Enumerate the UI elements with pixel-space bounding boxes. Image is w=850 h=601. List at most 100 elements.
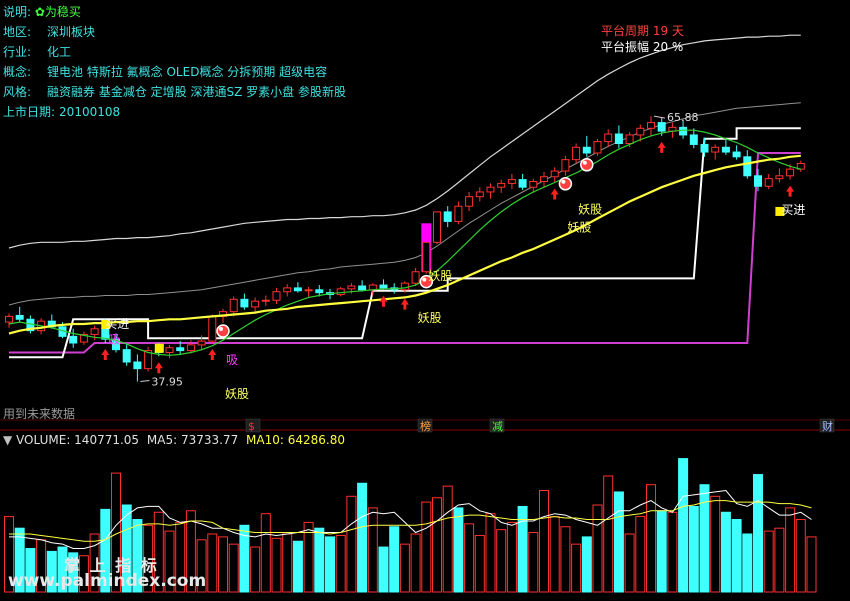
signal-ball-icon (216, 324, 230, 338)
candle (69, 335, 78, 344)
candle (689, 134, 698, 145)
volume-bar (314, 527, 325, 593)
candle (743, 156, 752, 177)
candle (90, 328, 99, 335)
platform-step-magenta (9, 152, 801, 354)
candle (304, 289, 313, 292)
signal-ball-shine (582, 160, 587, 165)
volume-bar (378, 546, 389, 593)
candle (165, 347, 174, 353)
yao-gu-label: 妖股 (567, 221, 591, 235)
candle (112, 338, 120, 351)
candle (732, 151, 741, 158)
candle (764, 178, 773, 187)
candle (186, 344, 195, 352)
volume-bar (389, 526, 400, 593)
candle (786, 168, 795, 177)
volume-bar (367, 507, 378, 593)
candle (5, 315, 13, 323)
candle (411, 271, 420, 284)
candle (700, 143, 709, 153)
volume-bar (496, 529, 507, 593)
signal-ball-shine (422, 277, 427, 282)
price-panel[interactable]: 妖股妖股妖股妖股妖股买进买进吸吸65.8837.95$ 榜减财 (0, 34, 850, 433)
candle (197, 340, 206, 346)
candle (433, 211, 441, 243)
volume-bar (710, 495, 721, 593)
xi-label: 吸 (226, 353, 238, 367)
volume-bar (185, 510, 196, 593)
volume-bar (132, 519, 143, 593)
volume-bar (699, 484, 710, 593)
candle (208, 315, 217, 342)
volume-bar (399, 543, 410, 593)
volume-bar (292, 540, 303, 593)
info-row-value: 化工 (47, 45, 72, 59)
candle (754, 175, 762, 187)
candle (251, 300, 260, 308)
volume-bar (603, 475, 614, 593)
volume-bar (581, 536, 592, 593)
info-row-key: 概念: (3, 65, 32, 79)
volume-ma5-line (9, 489, 812, 549)
candle (657, 122, 666, 132)
candle (358, 285, 367, 291)
event-marker-label: 减 (492, 420, 503, 433)
candle (721, 146, 730, 153)
volume-panel[interactable] (4, 458, 817, 593)
info-title: 说明: ✿为稳买 (3, 4, 81, 20)
yao-gu-label: 妖股 (418, 311, 442, 325)
candle (122, 349, 131, 363)
low-price-label: 37.95 (151, 375, 183, 388)
candle (336, 288, 345, 296)
volume-bar (592, 504, 603, 593)
volume-bar (250, 546, 261, 593)
volume-bar (678, 458, 689, 593)
info-row-value: 20100108 (59, 105, 121, 119)
candle (679, 126, 688, 136)
volume-bar (335, 534, 346, 593)
buy-label: 买进 (781, 203, 805, 217)
ma-yellow-line (8, 154, 801, 335)
candle (422, 241, 431, 273)
candle (614, 133, 623, 144)
signal-ball-icon (580, 158, 594, 172)
collapse-arrow-icon[interactable]: ▼ (3, 433, 13, 447)
candle (518, 179, 527, 188)
event-marker-label: 榜 (420, 419, 431, 433)
volume-bar (68, 552, 79, 593)
candle (775, 175, 784, 180)
volume-bar (78, 555, 89, 593)
volume-bar (485, 513, 496, 593)
signal-ball-shine (561, 179, 566, 184)
yao-gu-label: 妖股 (578, 202, 602, 216)
volume-bar (517, 505, 528, 593)
buy-square-marker (154, 343, 164, 353)
candle (261, 299, 270, 302)
volume-bar (346, 495, 357, 593)
candle (293, 287, 302, 292)
candle (283, 287, 292, 293)
platform-period-label: 平台周期 19 天 (601, 24, 684, 38)
volume-bar (196, 539, 207, 593)
future-data-note: 用到未来数据 (3, 407, 76, 421)
candle (272, 291, 281, 301)
platform-amplitude-label: 平台振幅 20 % (601, 40, 684, 54)
info-title-value: ✿为稳买 (34, 5, 81, 19)
up-arrow-icon (101, 349, 110, 360)
event-marker-label: 财 (822, 419, 833, 433)
buy-square-marker (101, 320, 111, 329)
candle (561, 159, 570, 172)
info-row-key: 行业: (3, 45, 32, 59)
volume-bar (720, 511, 731, 593)
candle (625, 134, 634, 144)
volume-bar (763, 530, 774, 593)
volume-bar (282, 533, 293, 593)
volume-bar (785, 507, 796, 593)
volume-bar (560, 526, 571, 593)
candle (240, 298, 249, 308)
info-row: 上市日期: 20100108 (3, 104, 120, 120)
volume-bar (357, 482, 368, 593)
volume-bar (688, 505, 699, 593)
up-arrow-icon (786, 185, 795, 197)
